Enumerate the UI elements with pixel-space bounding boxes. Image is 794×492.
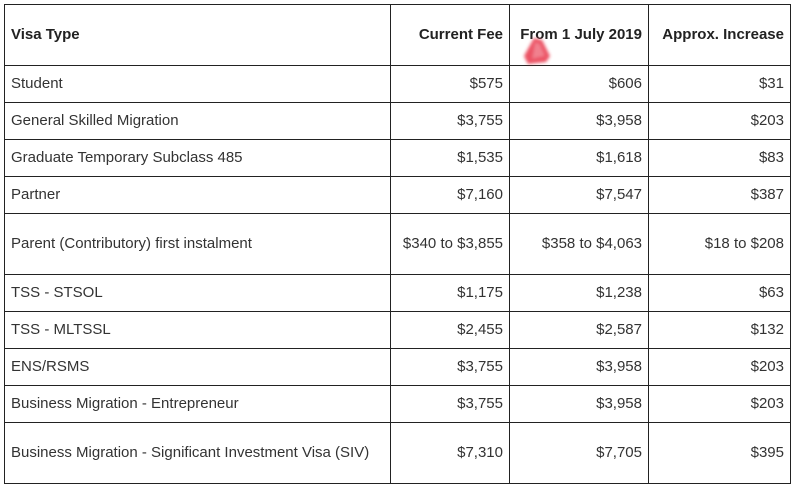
- header-from-1-july-2019: From 1 July 2019: [509, 4, 649, 66]
- table-row: TSS - MLTSSL $2,455 $2,587 $132: [4, 311, 791, 349]
- cell-increase: $63: [648, 274, 791, 312]
- table-header-row: Visa Type Current Fee From 1 July 2019 A…: [4, 4, 791, 66]
- cell-visa-type: Business Migration - Entrepreneur: [4, 385, 391, 423]
- cell-new-fee: $3,958: [509, 348, 649, 386]
- cell-current-fee: $2,455: [390, 311, 510, 349]
- cell-new-fee: $358 to $4,063: [509, 213, 649, 275]
- cell-increase: $395: [648, 422, 791, 484]
- cell-new-fee: $2,587: [509, 311, 649, 349]
- table-row: TSS - STSOL $1,175 $1,238 $63: [4, 274, 791, 312]
- cell-current-fee: $3,755: [390, 385, 510, 423]
- table-row: Business Migration - Significant Investm…: [4, 422, 791, 484]
- cell-visa-type: Parent (Contributory) first instalment: [4, 213, 391, 275]
- cell-visa-type: Student: [4, 65, 391, 103]
- cell-increase: $83: [648, 139, 791, 177]
- visa-fee-table: Visa Type Current Fee From 1 July 2019 A…: [4, 4, 791, 484]
- cell-new-fee: $7,547: [509, 176, 649, 214]
- cell-new-fee: $1,238: [509, 274, 649, 312]
- table-row: Partner $7,160 $7,547 $387: [4, 176, 791, 214]
- cell-increase: $132: [648, 311, 791, 349]
- header-visa-type: Visa Type: [4, 4, 391, 66]
- table-row: General Skilled Migration $3,755 $3,958 …: [4, 102, 791, 140]
- cell-current-fee: $3,755: [390, 102, 510, 140]
- cell-increase: $18 to $208: [648, 213, 791, 275]
- cell-current-fee: $1,175: [390, 274, 510, 312]
- table-row: ENS/RSMS $3,755 $3,958 $203: [4, 348, 791, 386]
- cell-increase: $203: [648, 102, 791, 140]
- cell-visa-type: General Skilled Migration: [4, 102, 391, 140]
- cell-visa-type: Partner: [4, 176, 391, 214]
- cell-current-fee: $575: [390, 65, 510, 103]
- cell-new-fee: $3,958: [509, 385, 649, 423]
- cell-current-fee: $340 to $3,855: [390, 213, 510, 275]
- cell-current-fee: $1,535: [390, 139, 510, 177]
- cell-increase: $203: [648, 348, 791, 386]
- cell-visa-type: Graduate Temporary Subclass 485: [4, 139, 391, 177]
- cell-current-fee: $7,160: [390, 176, 510, 214]
- table-row: Parent (Contributory) first instalment $…: [4, 213, 791, 275]
- table-row: Student $575 $606 $31: [4, 65, 791, 103]
- cell-current-fee: $7,310: [390, 422, 510, 484]
- header-approx-increase: Approx. Increase: [648, 4, 791, 66]
- fee-table-container: Visa Type Current Fee From 1 July 2019 A…: [4, 4, 791, 484]
- cell-visa-type: ENS/RSMS: [4, 348, 391, 386]
- cell-visa-type: Business Migration - Significant Investm…: [4, 422, 391, 484]
- cell-increase: $31: [648, 65, 791, 103]
- cell-visa-type: TSS - MLTSSL: [4, 311, 391, 349]
- cell-new-fee: $3,958: [509, 102, 649, 140]
- cell-new-fee: $7,705: [509, 422, 649, 484]
- table-row: Graduate Temporary Subclass 485 $1,535 $…: [4, 139, 791, 177]
- cell-current-fee: $3,755: [390, 348, 510, 386]
- header-current-fee: Current Fee: [390, 4, 510, 66]
- cell-new-fee: $606: [509, 65, 649, 103]
- table-row: Business Migration - Entrepreneur $3,755…: [4, 385, 791, 423]
- cell-increase: $387: [648, 176, 791, 214]
- cell-increase: $203: [648, 385, 791, 423]
- cell-visa-type: TSS - STSOL: [4, 274, 391, 312]
- cell-new-fee: $1,618: [509, 139, 649, 177]
